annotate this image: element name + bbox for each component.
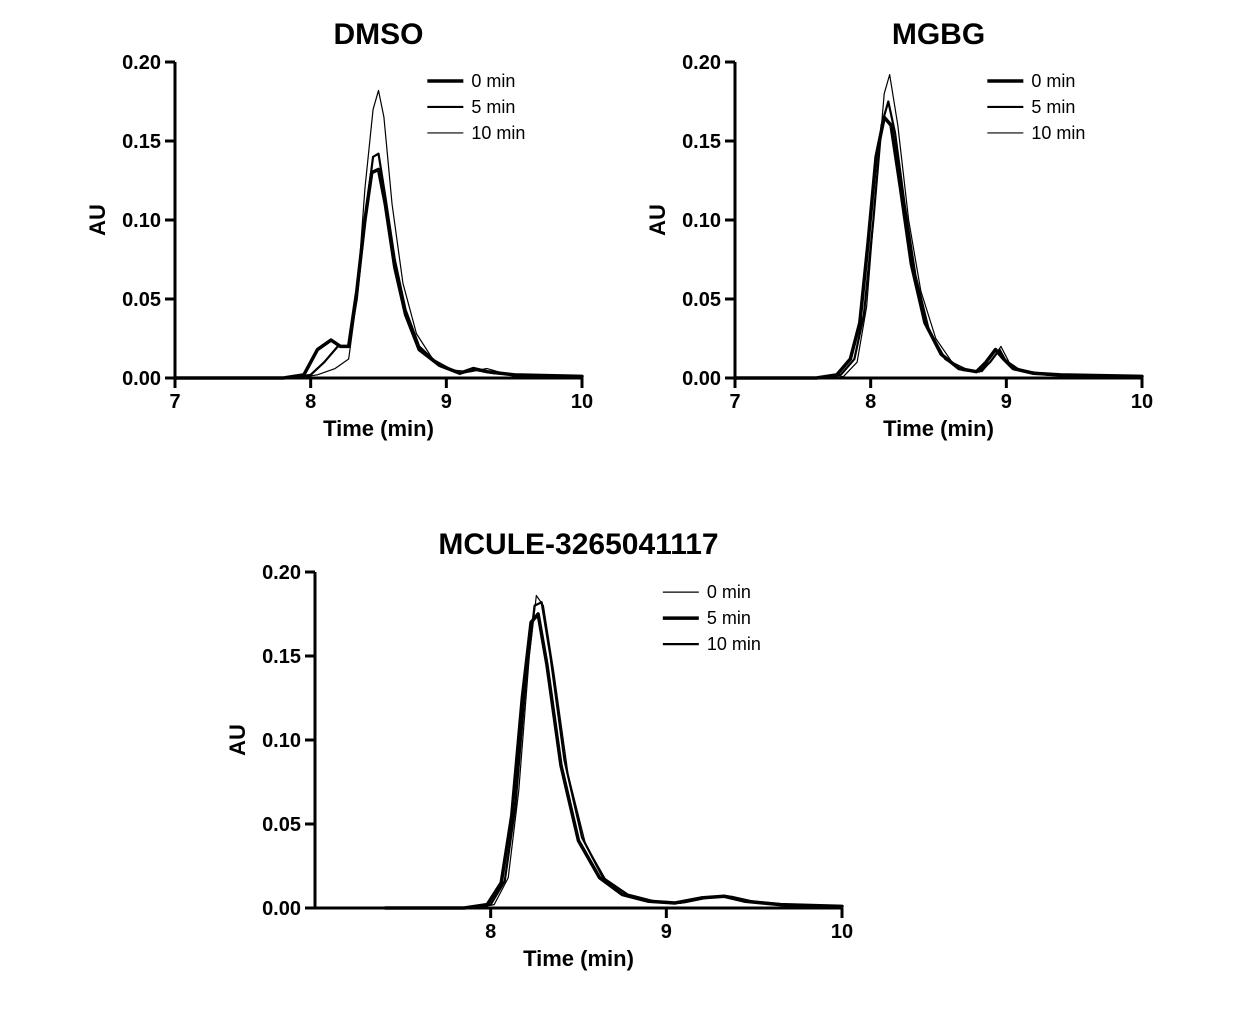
x-axis-label: Time (min) — [323, 416, 434, 441]
axes — [175, 62, 582, 378]
y-axis-label: AU — [85, 204, 110, 236]
y-tick-label: 0.20 — [262, 562, 301, 584]
axes — [315, 572, 842, 908]
series-line-0-min — [385, 596, 842, 908]
y-tick-label: 0.10 — [262, 730, 301, 752]
y-tick-label: 0.20 — [122, 52, 161, 74]
legend-label: 10 min — [471, 123, 525, 143]
chart-svg-mgbg: MGBG 7 8 9 10 0.00 0.05 0.10 0.15 0.20 Time (min) A… — [640, 10, 1160, 450]
y-tick-label: 0.05 — [682, 289, 721, 311]
x-tick-label: 8 — [865, 391, 876, 413]
series-line-5-min — [175, 154, 582, 378]
axes — [735, 62, 1142, 378]
chart-title: MGBG — [892, 18, 985, 51]
x-axis-label: Time (min) — [523, 946, 634, 971]
x-tick-label: 9 — [441, 391, 452, 413]
x-tick-label: 7 — [729, 391, 740, 413]
series-line-5-min — [735, 102, 1142, 379]
y-axis-label: AU — [645, 204, 670, 236]
x-axis-label: Time (min) — [883, 416, 994, 441]
x-tick-label: 7 — [169, 391, 180, 413]
series-line-0-min — [175, 169, 582, 378]
chart-panel-dmso: DMSO 7 8 9 10 0.00 0.05 0.10 0.15 0.20 Time (min) A… — [80, 10, 600, 450]
legend-label: 0 min — [707, 582, 751, 602]
legend-label: 10 min — [707, 634, 761, 654]
legend-label: 5 min — [471, 97, 515, 117]
chart-title: MCULE-3265041117 — [438, 528, 718, 561]
chart-title: DMSO — [334, 18, 424, 51]
chart-panel-mcule: MCULE-3265041117 8 9 10 0.00 0.05 0.10 0.15 0.20… — [220, 520, 860, 980]
y-tick-label: 0.10 — [122, 210, 161, 232]
y-tick-label: 0.15 — [682, 131, 721, 153]
legend-label: 0 min — [471, 71, 515, 91]
chart-panel-mgbg: MGBG 7 8 9 10 0.00 0.05 0.10 0.15 0.20 Time (min) A… — [640, 10, 1160, 450]
y-tick-label: 0.15 — [262, 646, 301, 668]
y-tick-label: 0.00 — [122, 368, 161, 390]
series-line-10-min — [735, 75, 1142, 378]
y-tick-label: 0.20 — [682, 52, 721, 74]
x-tick-label: 10 — [1131, 391, 1153, 413]
x-tick-label: 10 — [831, 921, 853, 943]
series-line-10-min — [385, 602, 842, 908]
chart-svg-mcule: MCULE-3265041117 8 9 10 0.00 0.05 0.10 0.15 0.20… — [220, 520, 860, 980]
series-line-0-min — [735, 117, 1142, 378]
y-tick-label: 0.00 — [262, 898, 301, 920]
x-tick-label: 8 — [485, 921, 496, 943]
chart-svg-dmso: DMSO 7 8 9 10 0.00 0.05 0.10 0.15 0.20 Time (min) A… — [80, 10, 600, 450]
series-line-5-min — [385, 614, 842, 908]
y-tick-label: 0.05 — [262, 814, 301, 836]
legend-label: 5 min — [1031, 97, 1075, 117]
y-axis-label: AU — [225, 724, 250, 756]
x-tick-label: 9 — [661, 921, 672, 943]
y-tick-label: 0.10 — [682, 210, 721, 232]
y-tick-label: 0.00 — [682, 368, 721, 390]
y-tick-label: 0.05 — [122, 289, 161, 311]
legend-label: 5 min — [707, 608, 751, 628]
x-tick-label: 10 — [571, 391, 593, 413]
x-tick-label: 8 — [305, 391, 316, 413]
legend-label: 10 min — [1031, 123, 1085, 143]
x-tick-label: 9 — [1001, 391, 1012, 413]
y-tick-label: 0.15 — [122, 131, 161, 153]
legend-label: 0 min — [1031, 71, 1075, 91]
